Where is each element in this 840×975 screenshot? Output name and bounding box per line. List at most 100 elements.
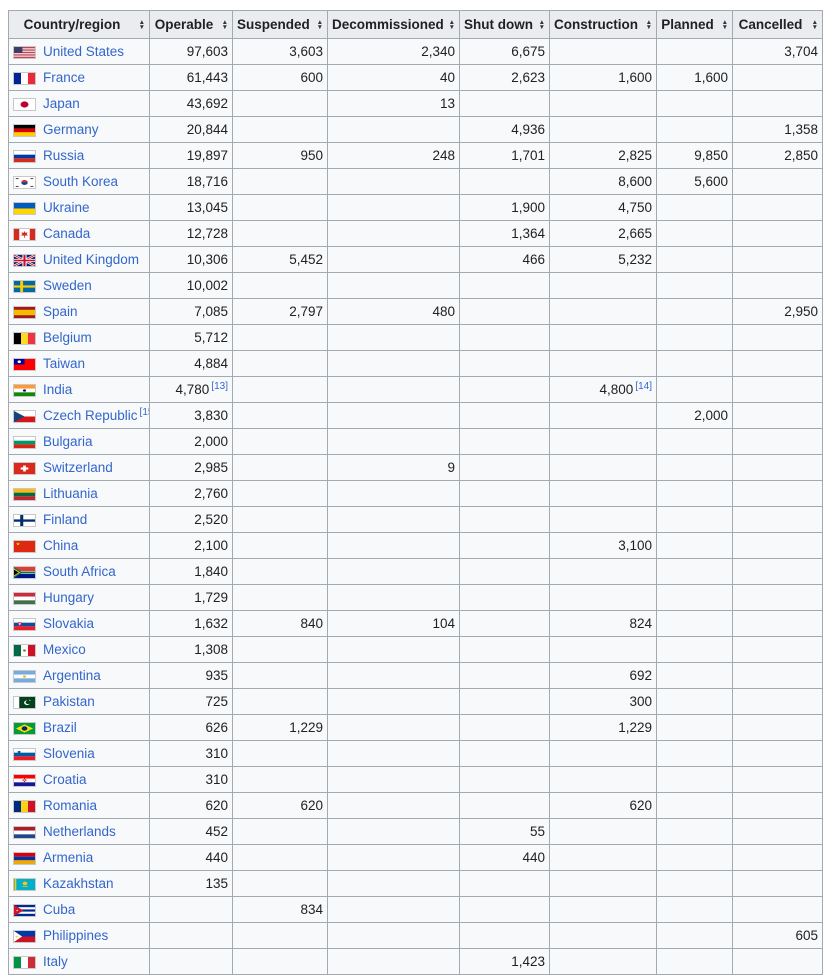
cell-planned [656,220,733,247]
country-link[interactable]: Bulgaria [43,434,93,449]
column-header-country[interactable]: Country/region ▲ ▼ [8,10,150,39]
country-link[interactable]: India [43,382,73,397]
kz-flag-icon [13,877,36,891]
cell-construction [549,272,657,299]
table-row: Finland 2,520 [8,506,823,533]
cell-operable: 725 [149,688,233,715]
country-link[interactable]: Slovakia [43,616,95,631]
country-link[interactable]: United Kingdom [43,252,140,267]
cell-suspended [232,350,328,377]
cell-decommissioned [327,194,460,221]
country-link[interactable]: Lithuania [43,486,98,501]
cell-planned [656,766,733,793]
country-link[interactable]: Germany [43,122,99,137]
country-link[interactable]: Philippines [43,928,109,943]
cu-flag-icon [13,903,36,917]
sort-icon[interactable]: ▲ ▼ [645,18,652,31]
column-header-operable[interactable]: Operable ▲ ▼ [149,10,233,39]
column-header-construction[interactable]: Construction ▲ ▼ [549,10,657,39]
cell-operable: 4,884 [149,350,233,377]
cell-cancelled [732,896,823,923]
country-link[interactable]: Czech Republic [43,408,138,423]
country-link[interactable]: United States [43,44,125,59]
country-link[interactable]: Armenia [43,850,94,865]
country-link[interactable]: Switzerland [43,460,113,475]
country-link[interactable]: Argentina [43,668,101,683]
cell-suspended [232,558,328,585]
column-header-shutdown[interactable]: Shut down ▲ ▼ [459,10,550,39]
cell-cancelled: 605 [732,922,823,949]
cell-cancelled [732,532,823,559]
country-link[interactable]: Cuba [43,902,76,917]
country-link[interactable]: Japan [43,96,80,111]
sort-icon[interactable]: ▲ ▼ [448,18,455,31]
country-link[interactable]: Hungary [43,590,95,605]
country-link[interactable]: Slovenia [43,746,95,761]
cell-suspended [232,324,328,351]
cell-decommissioned [327,948,460,975]
footnote-link[interactable]: [14] [635,380,652,392]
country-link[interactable]: Mexico [43,642,86,657]
sort-icon[interactable]: ▲ ▼ [721,18,728,31]
column-header-suspended[interactable]: Suspended ▲ ▼ [232,10,328,39]
cell-planned [656,558,733,585]
country-link[interactable]: Netherlands [43,824,116,839]
country-link[interactable]: Brazil [43,720,77,735]
cell-planned [656,272,733,299]
sort-icon[interactable]: ▲ ▼ [221,18,228,31]
sort-icon[interactable]: ▲ ▼ [316,18,323,31]
cell-cancelled [732,350,823,377]
cell-construction [549,90,657,117]
country-link[interactable]: Canada [43,226,91,241]
column-header-cancelled[interactable]: Cancelled ▲ ▼ [732,10,823,39]
column-label: Construction [554,17,638,32]
country-link[interactable]: Croatia [43,772,87,787]
country-link[interactable]: Russia [43,148,85,163]
column-header-planned[interactable]: Planned ▲ ▼ [656,10,733,39]
footnote-link[interactable]: [13] [211,380,228,392]
country-link[interactable]: Ukraine [43,200,90,215]
table-row: Japan 43,692 13 [8,90,823,117]
footnote-link[interactable]: [15] [139,406,149,418]
cell-planned [656,298,733,325]
cell-shutdown: 55 [459,818,550,845]
cell-planned [656,792,733,819]
cell-operable: 10,002 [149,272,233,299]
country-link[interactable]: Italy [43,954,68,969]
cell-value: 4,800 [599,382,634,397]
cell-shutdown: 1,900 [459,194,550,221]
table-row: Mexico 1,308 [8,636,823,663]
sort-icon[interactable]: ▲ ▼ [811,18,818,31]
country-link[interactable]: Belgium [43,330,92,345]
country-link[interactable]: South Africa [43,564,116,579]
sort-icon[interactable]: ▲ ▼ [538,18,545,31]
cell-country: Czech Republic[15] [8,402,150,429]
country-link[interactable]: Romania [43,798,98,813]
country-link[interactable]: France [43,70,86,85]
ph-flag-icon [13,929,36,943]
cell-country: Kazakhstan [8,870,150,897]
country-link[interactable]: Pakistan [43,694,95,709]
cell-decommissioned [327,272,460,299]
country-link[interactable]: Taiwan [43,356,86,371]
country-link[interactable]: South Korea [43,174,119,189]
country-link[interactable]: Kazakhstan [43,876,114,891]
cell-decommissioned: 2,340 [327,38,460,65]
cn-flag-icon [13,539,36,553]
sort-icon[interactable]: ▲ ▼ [138,18,145,31]
cell-planned: 1,600 [656,64,733,91]
column-header-decommissioned[interactable]: Decommissioned ▲ ▼ [327,10,460,39]
cell-cancelled [732,818,823,845]
cell-shutdown [459,428,550,455]
cell-shutdown [459,870,550,897]
country-link[interactable]: Finland [43,512,88,527]
country-link[interactable]: Spain [43,304,78,319]
es-flag-icon [13,305,36,319]
cell-shutdown: 6,675 [459,38,550,65]
cell-suspended [232,662,328,689]
country-link[interactable]: Sweden [43,278,92,293]
cell-cancelled [732,662,823,689]
cell-shutdown [459,766,550,793]
cell-construction [549,922,657,949]
country-link[interactable]: China [43,538,79,553]
